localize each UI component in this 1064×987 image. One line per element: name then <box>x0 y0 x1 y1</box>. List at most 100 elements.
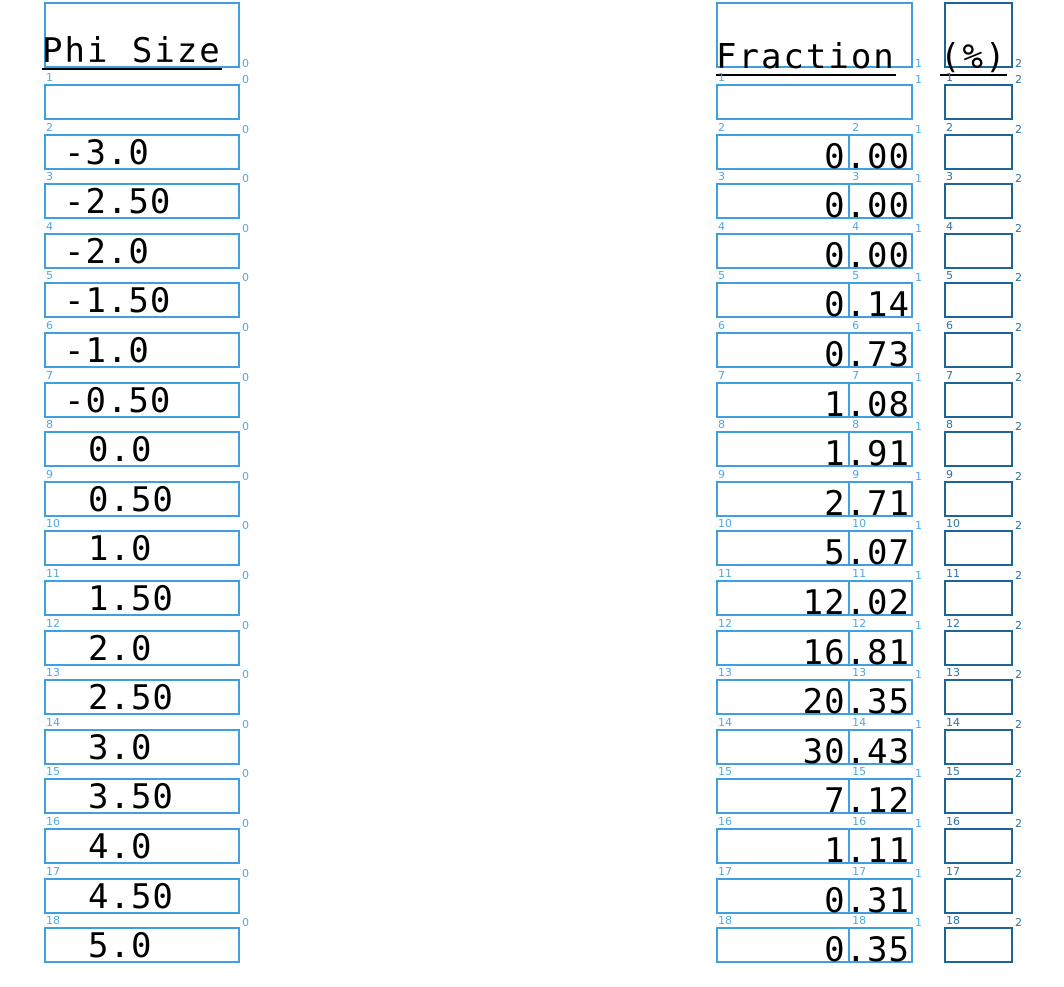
row-index-label: 7 <box>718 369 725 382</box>
column-index-label: 1 <box>915 172 922 185</box>
column-index-label: 0 <box>242 57 249 70</box>
table-cell <box>716 134 913 170</box>
row-index-label: 5 <box>946 269 953 282</box>
column-index-label: 2 <box>1015 420 1022 433</box>
column-index-label: 0 <box>242 569 249 582</box>
decimal-split-line <box>848 134 851 170</box>
header-cell-col0 <box>44 2 240 68</box>
phi-size-value: 4.0 <box>88 827 153 867</box>
column-index-label: 0 <box>242 668 249 681</box>
table-cell <box>716 778 913 814</box>
table-cell <box>44 233 240 269</box>
column-index-label: 2 <box>1015 371 1022 384</box>
column-index-label: 2 <box>1015 321 1022 334</box>
phi-size-value: -2.0 <box>64 232 150 272</box>
column-index-label: 0 <box>242 867 249 880</box>
fraction-value: 20.35 <box>802 682 910 722</box>
table-cell <box>944 382 1013 418</box>
fraction-value: 2.71 <box>824 484 910 524</box>
fraction-value: 0.00 <box>824 236 910 276</box>
row-index-label: 1 <box>946 71 953 84</box>
phi-size-value: 3.0 <box>88 728 153 768</box>
column-index-label: 1 <box>915 470 922 483</box>
row-index-label: 10 <box>946 517 960 530</box>
fraction-value: 7.12 <box>824 781 910 821</box>
row-index-label: 3 <box>946 170 953 183</box>
table-cell <box>716 282 913 318</box>
row-index-label: 15 <box>852 765 867 778</box>
table-cell <box>716 927 913 963</box>
row-index-label: 9 <box>718 468 725 481</box>
column-index-label: 0 <box>242 519 249 532</box>
row-index-label: 11 <box>852 567 867 580</box>
row-index-label: 12 <box>718 617 732 630</box>
fraction-value: 0.14 <box>824 285 910 325</box>
table-cell <box>716 233 913 269</box>
fraction-value: 0.00 <box>824 137 910 177</box>
row-index-label: 11 <box>718 567 732 580</box>
fraction-value: 1.08 <box>824 385 910 425</box>
row-index-label: 11 <box>46 567 60 580</box>
table-cell <box>44 431 240 467</box>
fraction-value: 5.07 <box>824 533 910 573</box>
column-index-label: 2 <box>1015 470 1022 483</box>
table-cell <box>44 481 240 517</box>
table-cell <box>716 481 913 517</box>
table-cell <box>44 630 240 666</box>
column-index-label: 0 <box>242 718 249 731</box>
column-index-label: 1 <box>915 73 922 86</box>
decimal-split-line <box>848 580 851 616</box>
column-index-label: 2 <box>1015 767 1022 780</box>
row-index-label: 3 <box>46 170 53 183</box>
column-index-label: 2 <box>1015 867 1022 880</box>
table-cell <box>44 332 240 368</box>
column-index-label: 1 <box>915 271 922 284</box>
phi-size-value: 2.0 <box>88 629 153 669</box>
fraction-value: 0.73 <box>824 335 910 375</box>
table-cell <box>716 878 913 914</box>
table-cell <box>716 332 913 368</box>
row-index-label: 8 <box>852 418 860 431</box>
phi-size-header: Phi Size <box>42 31 222 71</box>
table-cell <box>44 580 240 616</box>
column-index-label: 0 <box>242 420 249 433</box>
column-index-label: 0 <box>242 73 249 86</box>
table-cell <box>944 927 1013 963</box>
row-index-label: 18 <box>946 914 960 927</box>
table-cell <box>44 828 240 864</box>
table-cell <box>944 481 1013 517</box>
column-index-label: 2 <box>1015 172 1022 185</box>
row-index-label: 5 <box>718 269 725 282</box>
column-index-label: 2 <box>1015 817 1022 830</box>
row-index-label: 4 <box>718 220 725 233</box>
row-index-label: 13 <box>46 666 60 679</box>
column-index-label: 0 <box>242 817 249 830</box>
row-index-label: 6 <box>946 319 953 332</box>
row-index-label: 14 <box>852 716 867 729</box>
row-index-label: 16 <box>946 815 960 828</box>
row-index-label: 6 <box>852 319 860 332</box>
table-cell <box>944 431 1013 467</box>
phi-size-value: 2.50 <box>88 678 174 718</box>
column-index-label: 0 <box>242 172 249 185</box>
table-cell <box>44 134 240 170</box>
table-cell <box>44 778 240 814</box>
column-index-label: 2 <box>1015 123 1022 136</box>
phi-size-value: -0.50 <box>64 381 172 421</box>
row-index-label: 5 <box>46 269 53 282</box>
column-index-label: 2 <box>1015 619 1022 632</box>
fraction-value: 1.11 <box>824 831 910 871</box>
row-index-label: 7 <box>852 369 860 382</box>
column-index-label: 1 <box>915 619 922 632</box>
row-index-label: 18 <box>852 914 867 927</box>
phi-size-value: 4.50 <box>88 877 174 917</box>
decimal-split-line <box>848 282 851 318</box>
column-index-label: 2 <box>1015 718 1022 731</box>
row-index-label: 3 <box>718 170 725 183</box>
column-index-label: 0 <box>242 123 249 136</box>
row-index-label: 2 <box>946 121 953 134</box>
column-index-label: 0 <box>242 271 249 284</box>
row-index-label: 10 <box>852 517 867 530</box>
row-index-label: 12 <box>46 617 60 630</box>
table-cell <box>944 679 1013 715</box>
